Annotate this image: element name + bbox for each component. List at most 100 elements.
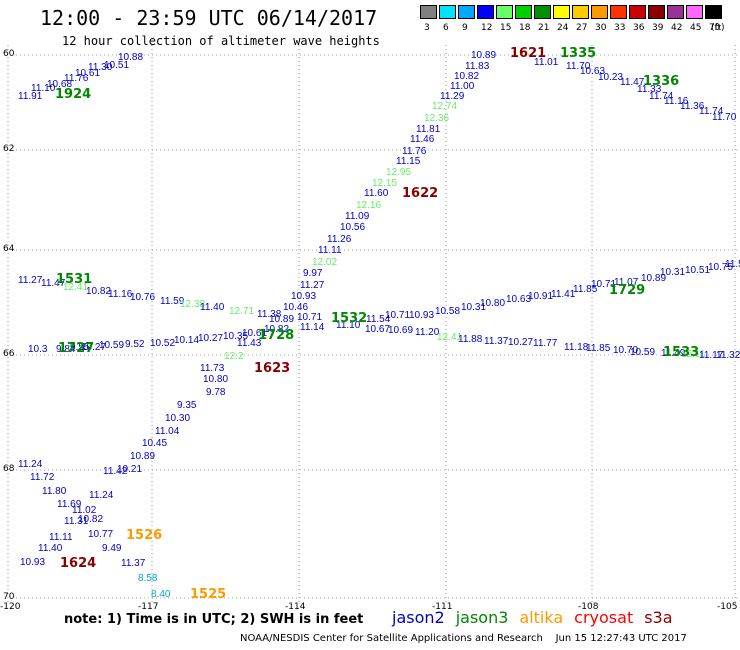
pass-time-label: 1621	[510, 46, 546, 61]
longitude-label: -114	[285, 602, 306, 612]
wave-height-value: 10.93	[409, 310, 434, 321]
wave-height-value: 12.41	[63, 282, 88, 293]
wave-height-value: 11.46	[410, 134, 435, 145]
wave-height-value: 11.54	[366, 314, 391, 325]
pass-time-label: 1533	[663, 345, 699, 360]
longitude-label: -108	[578, 602, 599, 612]
lat-lon-grid	[7, 45, 740, 604]
colorbar-swatch	[477, 5, 494, 19]
wave-height-value: 10.89	[130, 451, 155, 462]
wave-height-value: 11.16	[664, 96, 689, 107]
wave-height-value: 11.11	[49, 532, 73, 543]
colorbar-swatch	[496, 5, 513, 19]
wave-height-value: 11.33	[637, 84, 662, 95]
wave-height-value: 10.21	[117, 464, 142, 475]
wave-height-value: 10.45	[142, 438, 167, 449]
colorbar-unit: (ft)	[711, 23, 725, 33]
wave-height-value: 10.89	[641, 273, 666, 284]
wave-height-value: 12.16	[356, 200, 381, 211]
wave-height-value: 11.32	[716, 350, 740, 361]
wave-height-value: 10.3	[28, 344, 48, 355]
wave-height-value: 9.78	[206, 387, 226, 398]
wave-height-value: 12.41	[437, 332, 462, 343]
wave-height-value: 11.70	[712, 112, 737, 123]
wave-height-value: 12.11	[681, 349, 706, 360]
colorbar-swatch	[686, 5, 703, 19]
latitude-label: 66	[3, 349, 15, 359]
colorbar-label: 42	[671, 23, 683, 33]
wave-height-value: 11.29	[440, 91, 465, 102]
wave-height-value: 10.61	[242, 328, 267, 339]
wave-height-value: 9.84	[56, 344, 76, 355]
wave-height-value: 11.47	[620, 77, 645, 88]
colorbar-label: 12	[481, 23, 493, 33]
wave-height-value: 11.17	[699, 350, 724, 361]
legend-cryosat: cryosat	[574, 608, 634, 627]
wave-height-value: 11.20	[415, 327, 440, 338]
wave-height-value: 10.75	[708, 262, 733, 273]
wave-height-value: 11.11	[318, 245, 342, 256]
wave-height-value: 9.97	[303, 268, 323, 279]
wave-height-value: 10.63	[506, 294, 531, 305]
wave-height-value: 9.55	[70, 342, 90, 353]
wave-height-value: 11.38	[257, 309, 282, 320]
colorbar-swatch	[534, 5, 551, 19]
colorbar-label: 24	[557, 23, 569, 33]
wave-height-value: 11.15	[396, 156, 421, 167]
wave-height-value: 10.27	[81, 342, 106, 353]
wave-height-value: 10.89	[471, 50, 496, 61]
colorbar-label: 39	[652, 23, 664, 33]
wave-height-value: 10.93	[20, 557, 45, 568]
wave-height-value: 11.02	[72, 505, 97, 516]
colorbar-label: 3	[424, 23, 430, 33]
wave-height-value: 12.2	[224, 351, 244, 362]
colorbar-swatch	[439, 5, 456, 19]
wave-height-value: 11.70	[566, 61, 591, 72]
wave-height-value: 11.40	[200, 302, 225, 313]
wave-height-value: 10.58	[435, 306, 460, 317]
pass-time-label: 1526	[126, 528, 162, 543]
wave-height-value: 9.35	[177, 400, 197, 411]
wave-height-value: 11.30	[88, 62, 113, 73]
wave-height-value: 11.18	[564, 342, 589, 353]
wave-height-value: 10.61	[75, 68, 100, 79]
pass-time-label: 1336	[643, 74, 679, 89]
wave-height-value: 10.70	[613, 345, 638, 356]
wave-height-value: 11.59	[160, 296, 185, 307]
wave-height-value: 11.73	[200, 363, 225, 374]
wave-height-value: 11.09	[345, 211, 370, 222]
wave-height-value: 11.85	[586, 343, 611, 354]
wave-height-value: 11.41	[551, 289, 576, 300]
wave-height-value: 10.68	[47, 79, 72, 90]
wave-height-value: 11.27	[18, 275, 43, 286]
wave-height-value: 10.80	[480, 298, 505, 309]
wave-height-value: 8.40	[151, 589, 171, 600]
wave-height-value: 11.49	[661, 348, 686, 359]
wave-height-value: 11.83	[465, 61, 490, 72]
units-note: note: 1) Time is in UTC; 2) SWH is in fe…	[64, 612, 364, 627]
legend-jason2: jason2	[392, 608, 445, 627]
colorbar-label: 27	[576, 23, 588, 33]
wave-height-value: 11.76	[64, 73, 89, 84]
map-title: 12:00 - 23:59 UTC 06/14/2017	[40, 6, 378, 30]
colorbar-label: 30	[595, 23, 607, 33]
colorbar-swatch	[420, 5, 437, 19]
colorbar-swatch	[572, 5, 589, 19]
pass-time-label: 1924	[55, 87, 91, 102]
wave-height-value: 10.59	[99, 340, 124, 351]
wave-height-value: 11.07	[614, 277, 639, 288]
wave-height-value: 11.88	[458, 334, 483, 345]
wave-height-value: 12.38	[180, 299, 205, 310]
wave-height-value: 10.82	[86, 286, 111, 297]
wave-height-value: 12.71	[229, 306, 254, 317]
wave-height-value: 10.56	[340, 222, 365, 233]
wave-height-value: 12.15	[372, 178, 397, 189]
colorbar-swatch	[553, 5, 570, 19]
colorbar-label: 70	[709, 23, 721, 33]
wave-height-value: 10.82	[454, 71, 479, 82]
wave-height-value: 11.10	[336, 320, 361, 331]
colorbar-swatch	[458, 5, 475, 19]
wave-height-value: 11.74	[649, 91, 674, 102]
wave-height-value: 11.43	[237, 338, 262, 349]
wave-height-value: 11.27	[300, 280, 325, 291]
